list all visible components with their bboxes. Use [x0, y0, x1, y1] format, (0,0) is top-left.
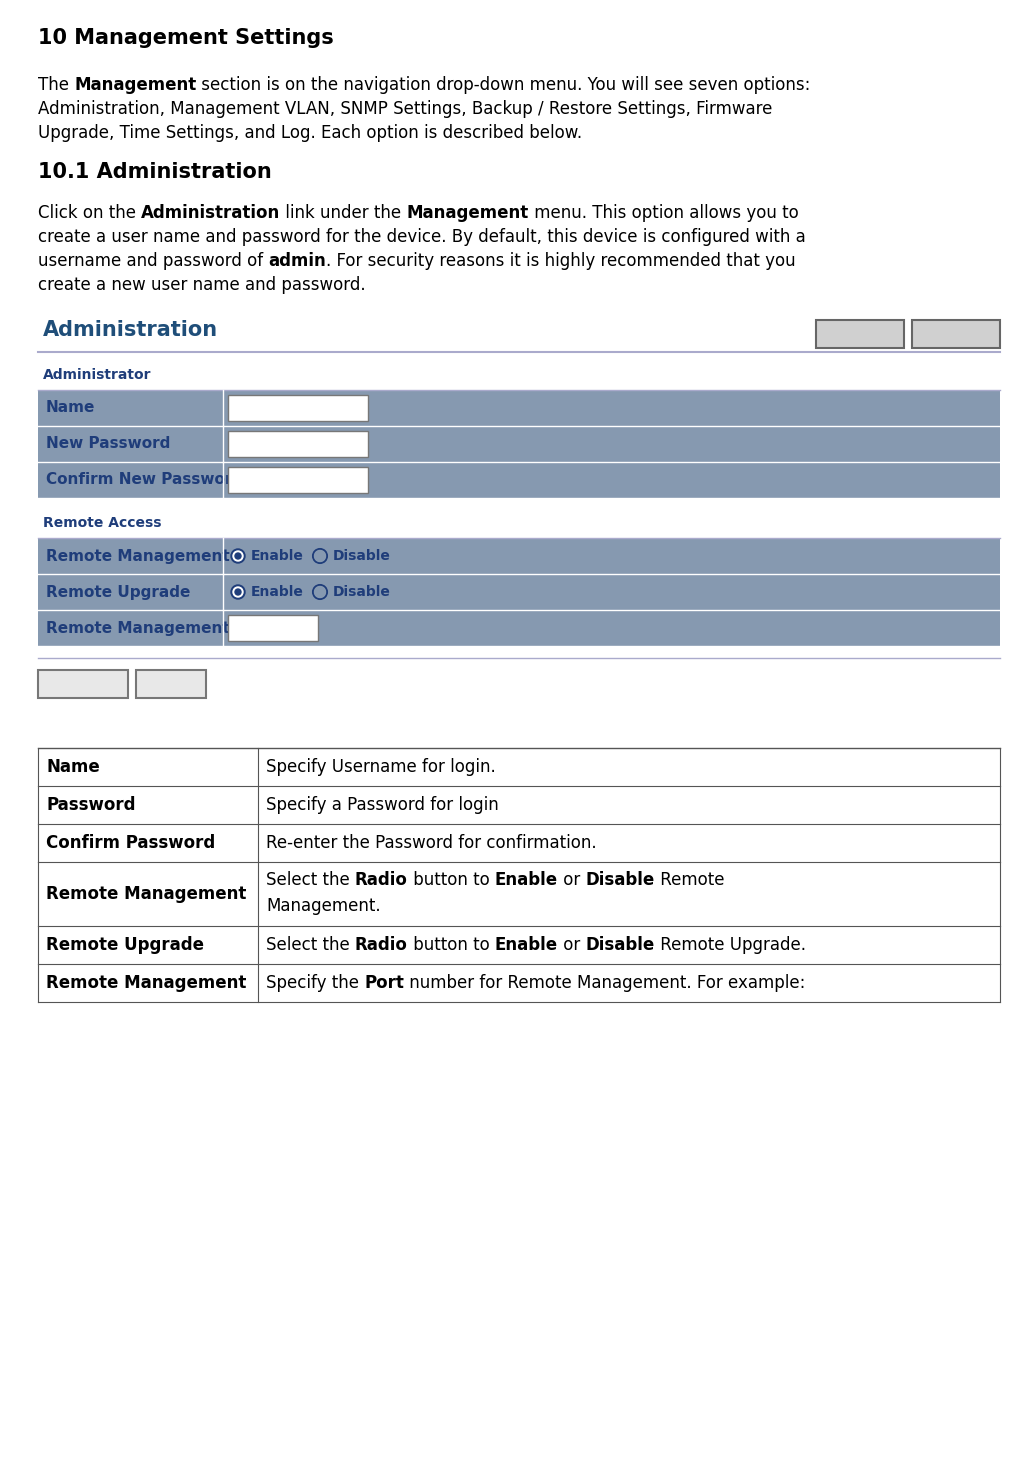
Text: Remote Management: Remote Management — [45, 885, 246, 903]
FancyBboxPatch shape — [816, 320, 904, 348]
Text: Remote Upgrade: Remote Upgrade — [45, 935, 204, 955]
Text: Save/Apply: Save/Apply — [43, 676, 122, 691]
Text: Name: Name — [45, 758, 99, 776]
Text: Disable: Disable — [333, 549, 391, 562]
Bar — [229, 431, 368, 457]
Text: Enable: Enable — [251, 585, 304, 599]
Bar — [229, 616, 318, 641]
Text: Enable: Enable — [495, 870, 558, 889]
Text: Select the: Select the — [266, 870, 355, 889]
FancyBboxPatch shape — [38, 670, 128, 699]
Text: Remote Management: Remote Management — [45, 549, 230, 564]
Text: Confirm Password: Confirm Password — [45, 835, 215, 852]
Text: section is on the navigation drop-down menu. You will see seven options:: section is on the navigation drop-down m… — [196, 75, 811, 95]
Text: Home: Home — [840, 327, 880, 340]
Circle shape — [233, 588, 243, 596]
Text: menu. This option allows you to: menu. This option allows you to — [529, 204, 799, 222]
FancyBboxPatch shape — [136, 670, 206, 699]
Text: Radio: Radio — [355, 935, 407, 955]
Text: Administration: Administration — [43, 320, 218, 340]
Circle shape — [233, 551, 243, 561]
Bar — [38, 574, 1000, 610]
Text: username and password of: username and password of — [38, 252, 269, 269]
Text: Cancel: Cancel — [148, 676, 194, 691]
Text: Remote Management Port: Remote Management Port — [45, 620, 271, 635]
Text: admin: admin — [233, 401, 277, 414]
Text: number for Remote Management. For example:: number for Remote Management. For exampl… — [404, 974, 805, 992]
Text: create a new user name and password.: create a new user name and password. — [38, 275, 366, 295]
Text: Name: Name — [45, 401, 95, 416]
Text: Disable: Disable — [585, 935, 655, 955]
Text: Management.: Management. — [266, 897, 381, 915]
Text: Re-enter the Password for confirmation.: Re-enter the Password for confirmation. — [266, 835, 597, 852]
Text: Confirm New Password: Confirm New Password — [45, 472, 243, 487]
Text: New Password: New Password — [45, 437, 171, 451]
Text: or: or — [558, 935, 585, 955]
Text: button to: button to — [407, 935, 495, 955]
Circle shape — [314, 586, 326, 598]
Circle shape — [235, 554, 241, 559]
Circle shape — [314, 551, 326, 561]
Circle shape — [231, 585, 245, 599]
Text: 10 Management Settings: 10 Management Settings — [38, 28, 334, 47]
Text: Specify Username for login.: Specify Username for login. — [266, 758, 495, 776]
Text: Specify a Password for login: Specify a Password for login — [266, 796, 498, 814]
Text: Remote: Remote — [655, 870, 724, 889]
Text: admin: admin — [269, 252, 326, 269]
Text: Click on the: Click on the — [38, 204, 142, 222]
Text: Remote Upgrade: Remote Upgrade — [45, 585, 190, 599]
Text: Reset: Reset — [937, 327, 975, 340]
Text: button to: button to — [407, 870, 495, 889]
Text: Specify the: Specify the — [266, 974, 364, 992]
Text: The: The — [38, 75, 74, 95]
Text: Radio: Radio — [355, 870, 407, 889]
Text: . For security reasons it is highly recommended that you: . For security reasons it is highly reco… — [326, 252, 796, 269]
Text: Administrator: Administrator — [43, 369, 152, 382]
Text: Enable: Enable — [251, 549, 304, 562]
Circle shape — [231, 549, 245, 562]
Text: Disable: Disable — [333, 585, 391, 599]
Bar — [38, 391, 1000, 426]
Text: Password: Password — [45, 796, 135, 814]
Text: Enable: Enable — [495, 935, 558, 955]
Text: create a user name and password for the device. By default, this device is confi: create a user name and password for the … — [38, 228, 805, 246]
FancyBboxPatch shape — [912, 320, 1000, 348]
Text: 8080: 8080 — [233, 622, 268, 635]
Text: Administration: Administration — [142, 204, 280, 222]
Text: Management: Management — [74, 75, 196, 95]
Bar — [38, 539, 1000, 574]
Text: Administration, Management VLAN, SNMP Settings, Backup / Restore Settings, Firmw: Administration, Management VLAN, SNMP Se… — [38, 101, 772, 118]
Text: Management: Management — [406, 204, 529, 222]
Bar — [229, 468, 368, 493]
Text: or: or — [558, 870, 585, 889]
Text: Remote Upgrade.: Remote Upgrade. — [655, 935, 805, 955]
Text: Select the: Select the — [266, 935, 355, 955]
Text: Disable: Disable — [585, 870, 655, 889]
Text: Remote Management: Remote Management — [45, 974, 246, 992]
Text: Port: Port — [364, 974, 404, 992]
Bar — [229, 395, 368, 420]
Circle shape — [235, 589, 241, 595]
Bar — [38, 462, 1000, 497]
Text: Upgrade, Time Settings, and Log. Each option is described below.: Upgrade, Time Settings, and Log. Each op… — [38, 124, 582, 142]
Bar — [38, 610, 1000, 645]
Text: Remote Access: Remote Access — [43, 517, 161, 530]
Bar — [38, 426, 1000, 462]
Text: 10.1 Administration: 10.1 Administration — [38, 161, 272, 182]
Text: link under the: link under the — [280, 204, 406, 222]
